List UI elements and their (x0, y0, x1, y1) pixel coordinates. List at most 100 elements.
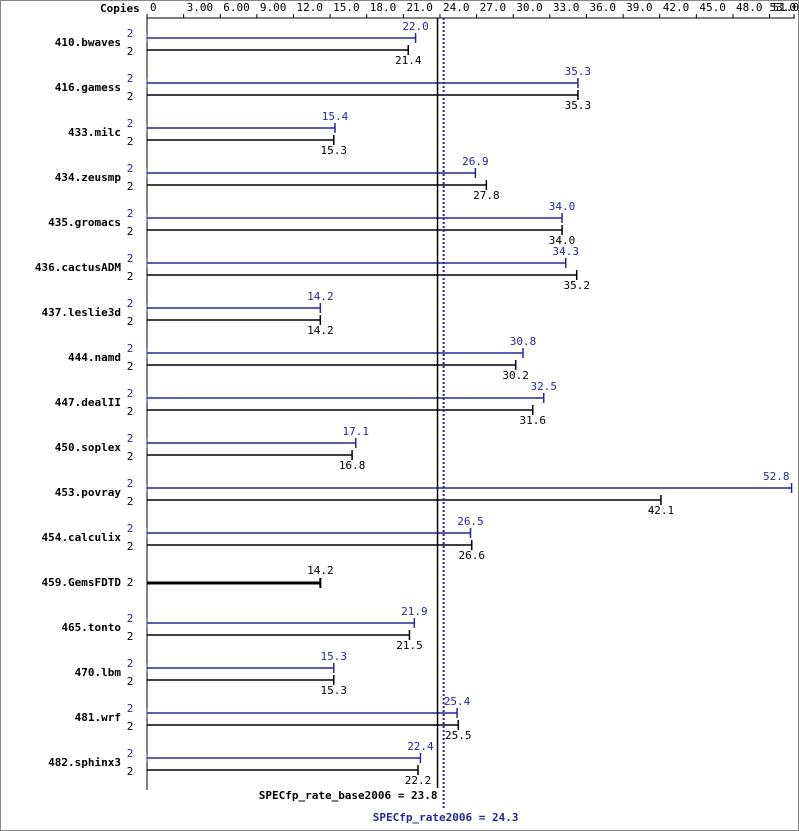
value-label: 15.3 (321, 650, 348, 663)
copies-label: 2 (127, 90, 134, 103)
copies-label: 2 (127, 765, 134, 778)
value-label: 34.3 (552, 245, 579, 258)
value-label: 21.4 (395, 54, 422, 67)
copies-label: 2 (127, 207, 134, 220)
copies-label: 2 (127, 135, 134, 148)
copies-label: 2 (127, 477, 134, 490)
x-tick-label: 39.0 (626, 1, 653, 14)
copies-label: 2 (127, 612, 134, 625)
value-label: 35.3 (565, 99, 592, 112)
value-label: 14.2 (307, 290, 334, 303)
copies-label: 2 (127, 630, 134, 643)
value-label: 21.5 (396, 639, 423, 652)
benchmark-label: 434.zeusmp (55, 171, 122, 184)
value-label: 25.5 (445, 729, 472, 742)
benchmark-label: 435.gromacs (48, 216, 121, 229)
value-label: 26.5 (457, 515, 484, 528)
value-label: 15.3 (321, 144, 348, 157)
value-label: 34.0 (549, 234, 576, 247)
x-tick-label: 21.0 (406, 1, 433, 14)
value-label: 35.2 (563, 279, 590, 292)
x-tick-label: 18.0 (370, 1, 397, 14)
copies-label: 2 (127, 522, 134, 535)
x-tick-label: 36.0 (589, 1, 616, 14)
x-tick-label: 12.0 (296, 1, 323, 14)
value-label: 34.0 (549, 200, 576, 213)
copies-label: 2 (127, 162, 134, 175)
value-label: 35.3 (565, 65, 592, 78)
value-label: 16.8 (339, 459, 366, 472)
x-tick-label: 53.0 (770, 1, 797, 14)
copies-label: 2 (127, 72, 134, 85)
value-label: 26.9 (462, 155, 489, 168)
x-tick-label: 42.0 (663, 1, 690, 14)
value-label: 30.2 (502, 369, 529, 382)
copies-label: 2 (127, 180, 134, 193)
benchmark-label: 436.cactusADM (35, 261, 121, 274)
value-label: 15.3 (321, 684, 348, 697)
value-label: 25.4 (444, 695, 471, 708)
value-label: 31.6 (520, 414, 547, 427)
benchmark-label: 481.wrf (75, 711, 121, 724)
x-tick-label: 51.0 (773, 1, 799, 14)
benchmark-label: 482.sphinx3 (48, 756, 121, 769)
x-tick-label: 30.0 (516, 1, 543, 14)
x-tick-label: 15.0 (333, 1, 360, 14)
benchmark-label: 470.lbm (75, 666, 122, 679)
copies-label: 2 (127, 675, 134, 688)
value-label: 27.8 (473, 189, 500, 202)
value-label: 22.0 (402, 20, 429, 33)
value-label: 26.6 (458, 549, 485, 562)
benchmark-label: 437.leslie3d (42, 306, 121, 319)
benchmark-label: 447.dealII (55, 396, 121, 409)
copies-label: 2 (127, 405, 134, 418)
x-tick-label: 27.0 (480, 1, 507, 14)
benchmark-label: 416.gamess (55, 81, 121, 94)
copies-label: 2 (127, 315, 134, 328)
copies-label: 2 (127, 450, 134, 463)
x-tick-label: 45.0 (699, 1, 726, 14)
copies-label: 2 (127, 45, 134, 58)
copies-header: Copies (100, 2, 140, 15)
copies-label: 2 (127, 270, 134, 283)
benchmark-label: 465.tonto (61, 621, 121, 634)
copies-label: 2 (127, 495, 134, 508)
value-label: 14.2 (307, 564, 334, 577)
value-label: 22.4 (407, 740, 434, 753)
copies-label: 2 (127, 720, 134, 733)
x-tick-label: 9.00 (260, 1, 287, 14)
value-label: 17.1 (342, 425, 369, 438)
copies-label: 2 (127, 117, 134, 130)
copies-label: 2 (127, 252, 134, 265)
benchmark-label: 433.milc (68, 126, 121, 139)
value-label: 32.5 (530, 380, 557, 393)
reference-label: SPECfp_rate_base2006 = 23.8 (259, 789, 438, 802)
value-label: 52.8 (763, 470, 790, 483)
copies-label: 2 (127, 657, 134, 670)
copies-label: 2 (127, 576, 134, 589)
x-tick-label: 33.0 (553, 1, 580, 14)
copies-label: 2 (127, 360, 134, 373)
copies-label: 2 (127, 387, 134, 400)
benchmark-label: 450.soplex (55, 441, 122, 454)
x-tick-label: 3.00 (187, 1, 214, 14)
benchmark-label: 444.namd (68, 351, 121, 364)
benchmark-label: 453.povray (55, 486, 122, 499)
copies-label: 2 (127, 747, 134, 760)
benchmark-label: 454.calculix (42, 531, 122, 544)
copies-label: 2 (127, 225, 134, 238)
value-label: 30.8 (510, 335, 537, 348)
value-label: 22.2 (405, 774, 432, 787)
value-label: 21.9 (401, 605, 428, 618)
x-tick-label: 0 (150, 1, 157, 14)
copies-label: 2 (127, 297, 134, 310)
benchmark-label: 459.GemsFDTD (42, 576, 122, 589)
copies-label: 2 (127, 432, 134, 445)
x-tick-label: 48.0 (736, 1, 763, 14)
x-tick-label: 6.00 (223, 1, 250, 14)
benchmark-label: 410.bwaves (55, 36, 121, 49)
value-label: 42.1 (648, 504, 675, 517)
